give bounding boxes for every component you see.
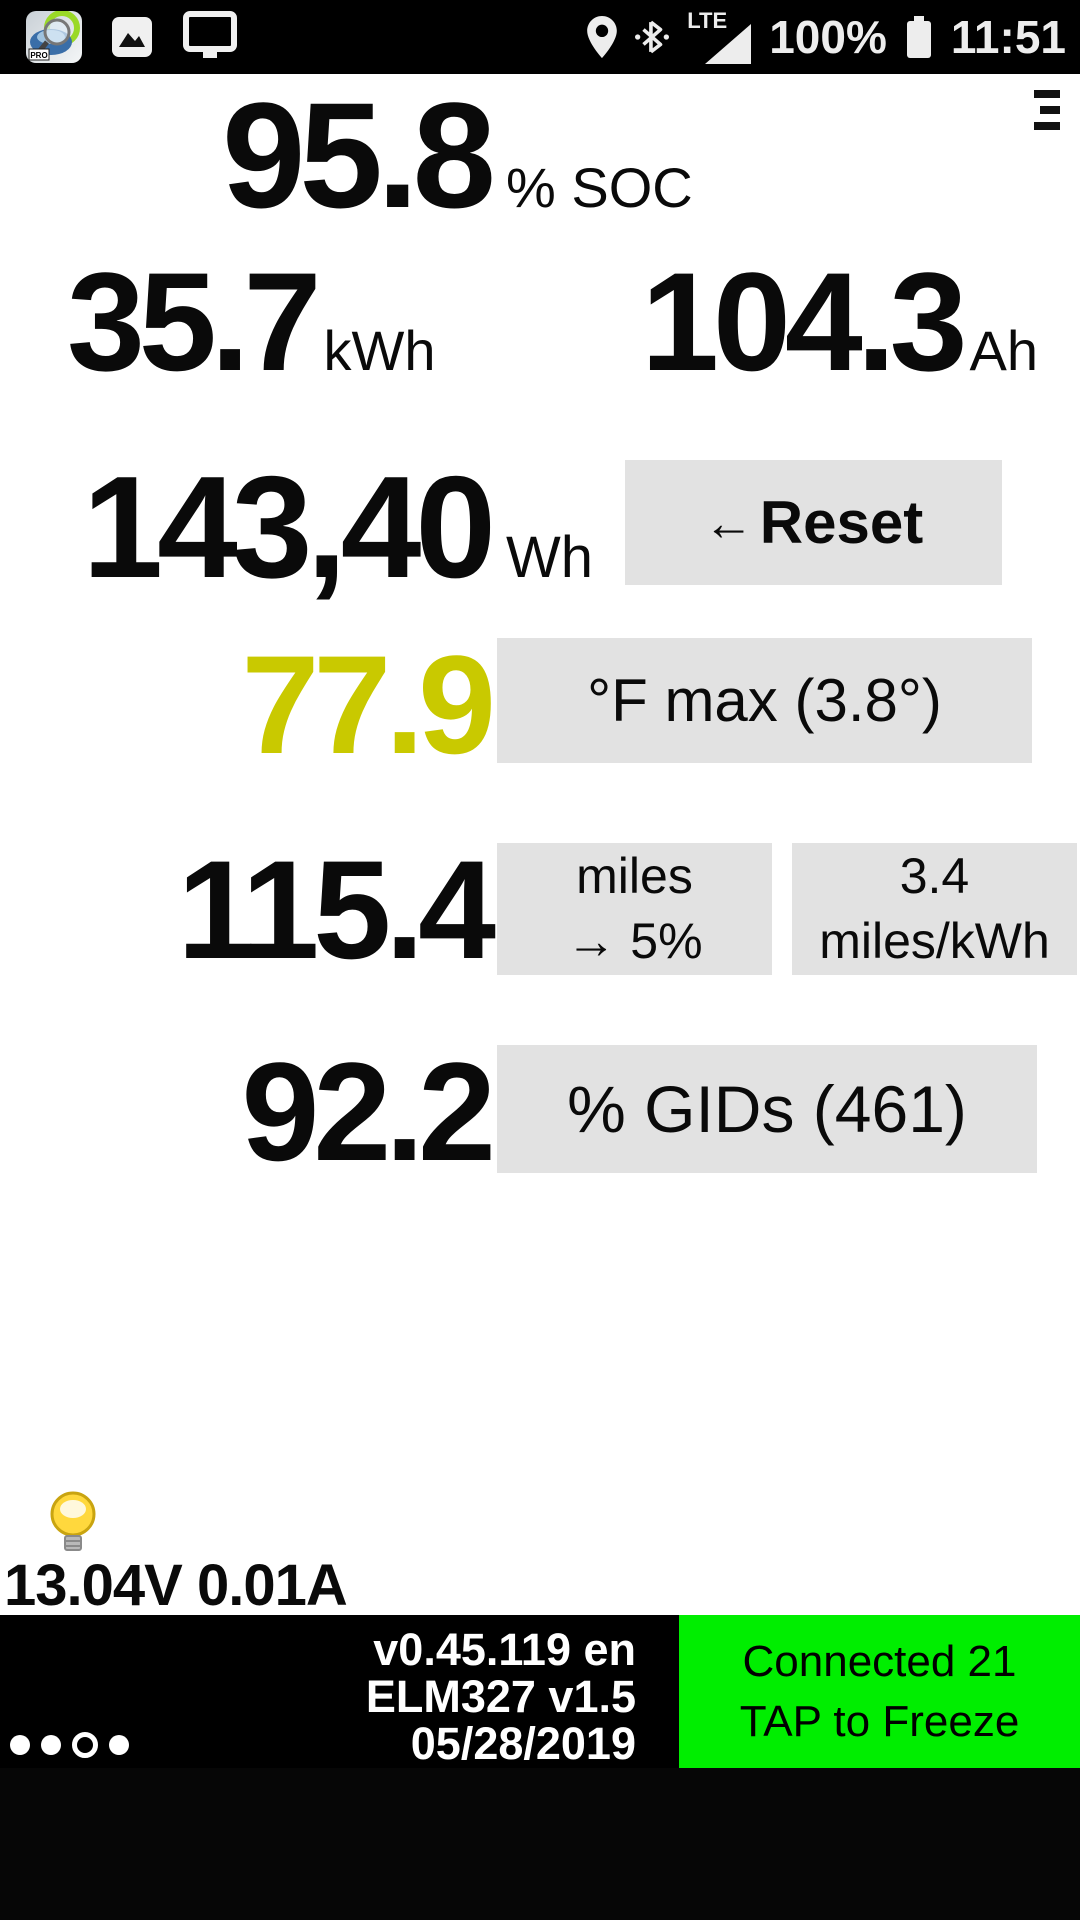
menu-bar: [1040, 106, 1060, 114]
range-unit-button[interactable]: miles → 5%: [497, 843, 772, 975]
range-value: 115.4: [177, 831, 496, 988]
efficiency-button[interactable]: 3.4 miles/kWh: [792, 843, 1077, 975]
pack-ah-value: 104.3: [641, 243, 967, 400]
aux-battery-reading: 13.04V 0.01A: [4, 1553, 348, 1618]
trip-wh-value: 143,40: [82, 446, 497, 608]
page-dot-current: [72, 1732, 98, 1758]
headlight-bulb-icon: [50, 1490, 96, 1565]
soc-value: 95.8: [222, 71, 496, 239]
temp-unit-button[interactable]: °F max (3.8°): [497, 638, 1032, 763]
temp-unit-label: °F max (3.8°): [587, 667, 942, 734]
bluetooth-icon: [635, 20, 670, 54]
adapter-version-label: ELM327 v1.5: [365, 1671, 636, 1722]
page-dot: [10, 1735, 30, 1755]
connection-freeze-button[interactable]: Connected 21 TAP to Freeze: [679, 1615, 1080, 1768]
pack-kwh-group: 35.7 kWh: [67, 252, 435, 392]
network-type-label: LTE: [687, 8, 728, 33]
gids-group: 92.2: [0, 1033, 496, 1190]
clock-label: 11:51: [950, 11, 1066, 63]
gids-label: % GIDs (461): [567, 1072, 967, 1146]
app-version-label: v0.45.119 en: [373, 1624, 636, 1675]
battery-temp-group: 77.9: [0, 626, 496, 783]
cellular-signal-icon: LTE: [687, 8, 752, 66]
screen-cast-icon: [182, 10, 238, 65]
soc-row: 95.8 % SOC: [0, 80, 693, 230]
pack-kwh-value: 35.7: [67, 243, 321, 400]
android-nav-bar: [0, 1768, 1080, 1920]
app-badge-pro: PRO: [30, 51, 47, 60]
status-bar: PRO: [0, 0, 1080, 74]
range-group: 115.4: [0, 831, 496, 988]
version-info: v0.45.119 en ELM327 v1.5 05/28/2019: [0, 1627, 636, 1768]
battery-percent-label: 100%: [769, 11, 887, 63]
menu-button[interactable]: [1034, 90, 1060, 130]
gids-value: 92.2: [241, 1033, 496, 1190]
page-dot: [41, 1735, 61, 1755]
build-date-label: 05/28/2019: [410, 1718, 636, 1769]
status-bar-notification-icons: PRO: [0, 10, 238, 65]
leafspy-app-icon: PRO: [26, 11, 82, 63]
reset-arrow-icon: ←: [703, 494, 754, 551]
pack-ah-group: 104.3 Ah: [641, 252, 1038, 392]
status-bar-system-icons: LTE 100% 11:51: [587, 8, 1080, 66]
gids-button[interactable]: % GIDs (461): [497, 1045, 1037, 1173]
range-soc-target-label: → 5%: [566, 913, 703, 969]
page-indicator-dots[interactable]: [10, 1732, 129, 1758]
trip-wh-group: 143,40 Wh: [0, 446, 594, 608]
soc-unit-label: % SOC: [506, 156, 693, 219]
bottom-bar: v0.45.119 en ELM327 v1.5 05/28/2019 Conn…: [0, 1615, 1080, 1768]
pack-kwh-unit-label: kWh: [323, 319, 436, 382]
pack-ah-unit-label: Ah: [969, 319, 1039, 382]
reset-button-label: Reset: [759, 489, 924, 556]
battery-temp-value: 77.9: [241, 626, 496, 783]
menu-bar: [1034, 122, 1060, 130]
connection-status-label: Connected 21: [742, 1637, 1017, 1687]
trip-wh-unit-label: Wh: [506, 525, 593, 590]
efficiency-unit-label: miles/kWh: [819, 913, 1050, 969]
battery-icon: [906, 16, 931, 58]
gallery-notification-icon: [112, 17, 152, 57]
range-unit-label: miles: [576, 848, 693, 904]
page-dot: [109, 1735, 129, 1755]
location-icon: [587, 16, 618, 58]
reset-button[interactable]: ← Reset: [625, 460, 1002, 585]
efficiency-value: 3.4: [899, 848, 970, 904]
freeze-hint-label: TAP to Freeze: [739, 1696, 1020, 1746]
menu-bar: [1034, 90, 1060, 98]
